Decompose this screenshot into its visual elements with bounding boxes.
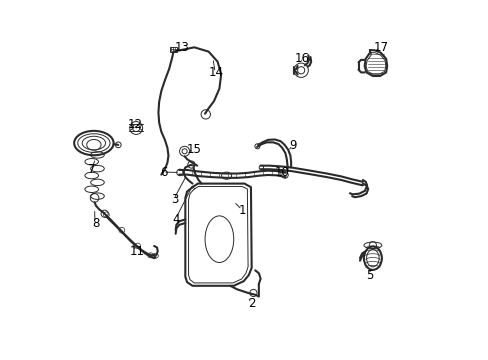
Text: 7: 7 [88, 163, 96, 176]
Text: 6: 6 [160, 166, 167, 179]
Text: 1: 1 [239, 204, 246, 217]
Text: 14: 14 [208, 66, 223, 79]
Text: 11: 11 [129, 245, 144, 258]
Text: 12: 12 [127, 118, 142, 131]
Text: 4: 4 [172, 213, 180, 226]
Text: 15: 15 [186, 143, 202, 156]
Text: 5: 5 [366, 269, 373, 282]
Text: 13: 13 [174, 41, 189, 54]
Text: 16: 16 [294, 51, 309, 64]
Bar [170, 47, 176, 51]
Text: 2: 2 [247, 297, 255, 310]
Text: 10: 10 [274, 166, 289, 179]
Text: 3: 3 [170, 193, 178, 206]
Text: 9: 9 [288, 139, 296, 152]
Text: 8: 8 [92, 216, 99, 230]
Text: 17: 17 [372, 41, 387, 54]
